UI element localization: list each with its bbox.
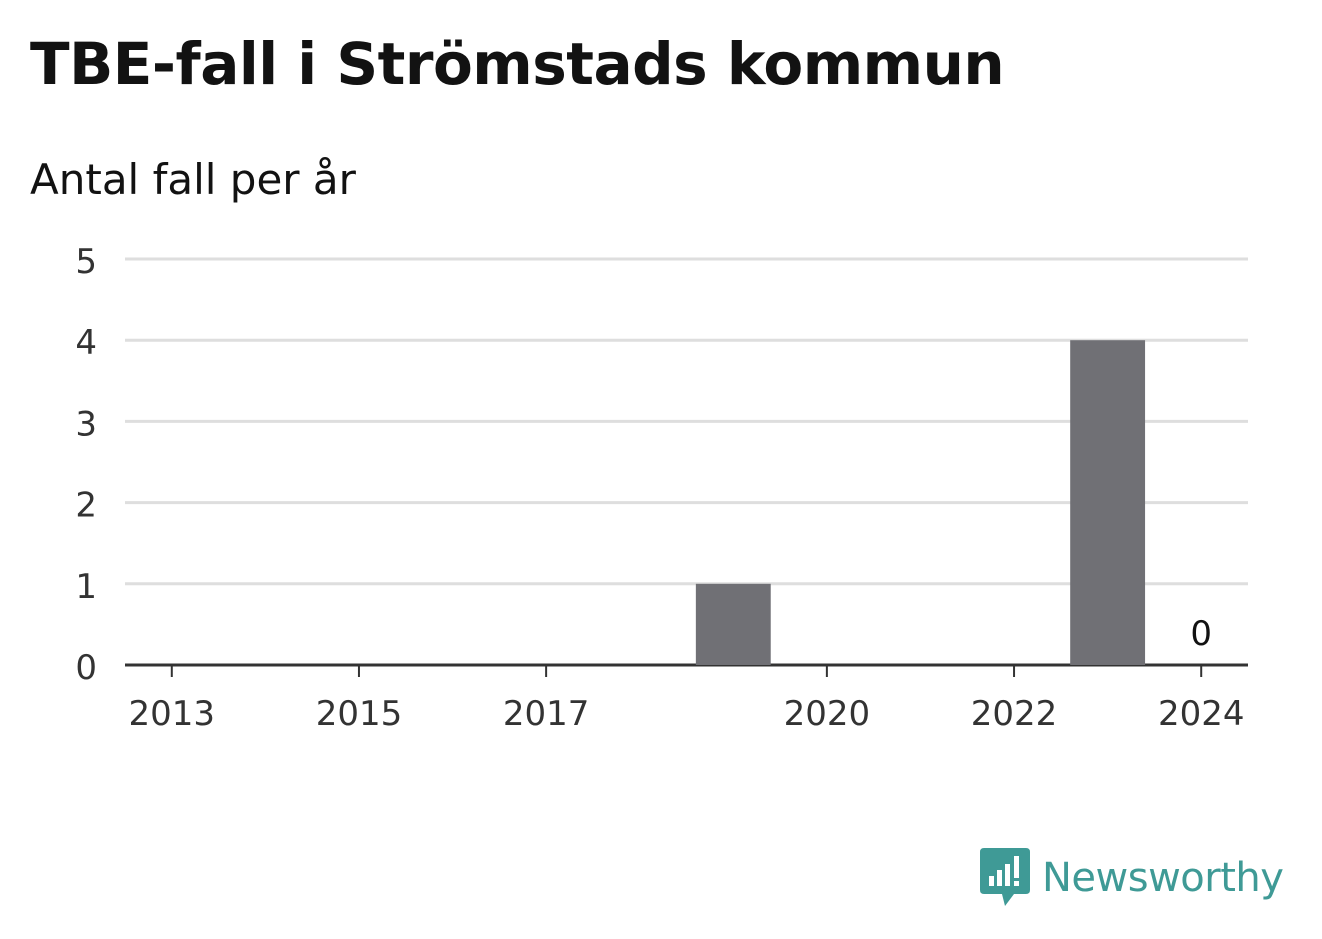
gridlines <box>125 257 1248 667</box>
data-labels: 0 <box>1190 614 1212 654</box>
x-tick-label: 2015 <box>316 694 403 734</box>
y-tick-label: 3 <box>75 404 97 444</box>
x-tick-label: 2013 <box>129 694 216 734</box>
bar <box>1070 340 1146 665</box>
x-axis-ticks: 2013 2015 2017 2020 2022 2024 <box>129 665 1245 734</box>
brand: Newsworthy <box>980 848 1284 908</box>
y-tick-label: 1 <box>75 567 97 607</box>
bar <box>695 583 771 665</box>
newsworthy-logo-icon <box>980 848 1030 906</box>
brand-name: Newsworthy <box>1042 855 1284 901</box>
x-tick-label: 2022 <box>971 694 1058 734</box>
y-tick-label: 4 <box>75 323 97 363</box>
x-tick-label: 2020 <box>784 694 871 734</box>
chart-subtitle: Antal fall per år <box>30 155 356 204</box>
y-tick-label: 0 <box>75 648 97 688</box>
bars <box>695 340 1146 665</box>
chart-title: TBE-fall i Strömstads kommun <box>30 30 1005 98</box>
data-label: 0 <box>1190 614 1212 654</box>
x-tick-label: 2024 <box>1158 694 1245 734</box>
x-tick-label: 2017 <box>503 694 590 734</box>
y-axis-ticks: 0 1 2 3 4 5 <box>75 242 97 688</box>
y-tick-label: 5 <box>75 242 97 282</box>
y-tick-label: 2 <box>75 486 97 526</box>
